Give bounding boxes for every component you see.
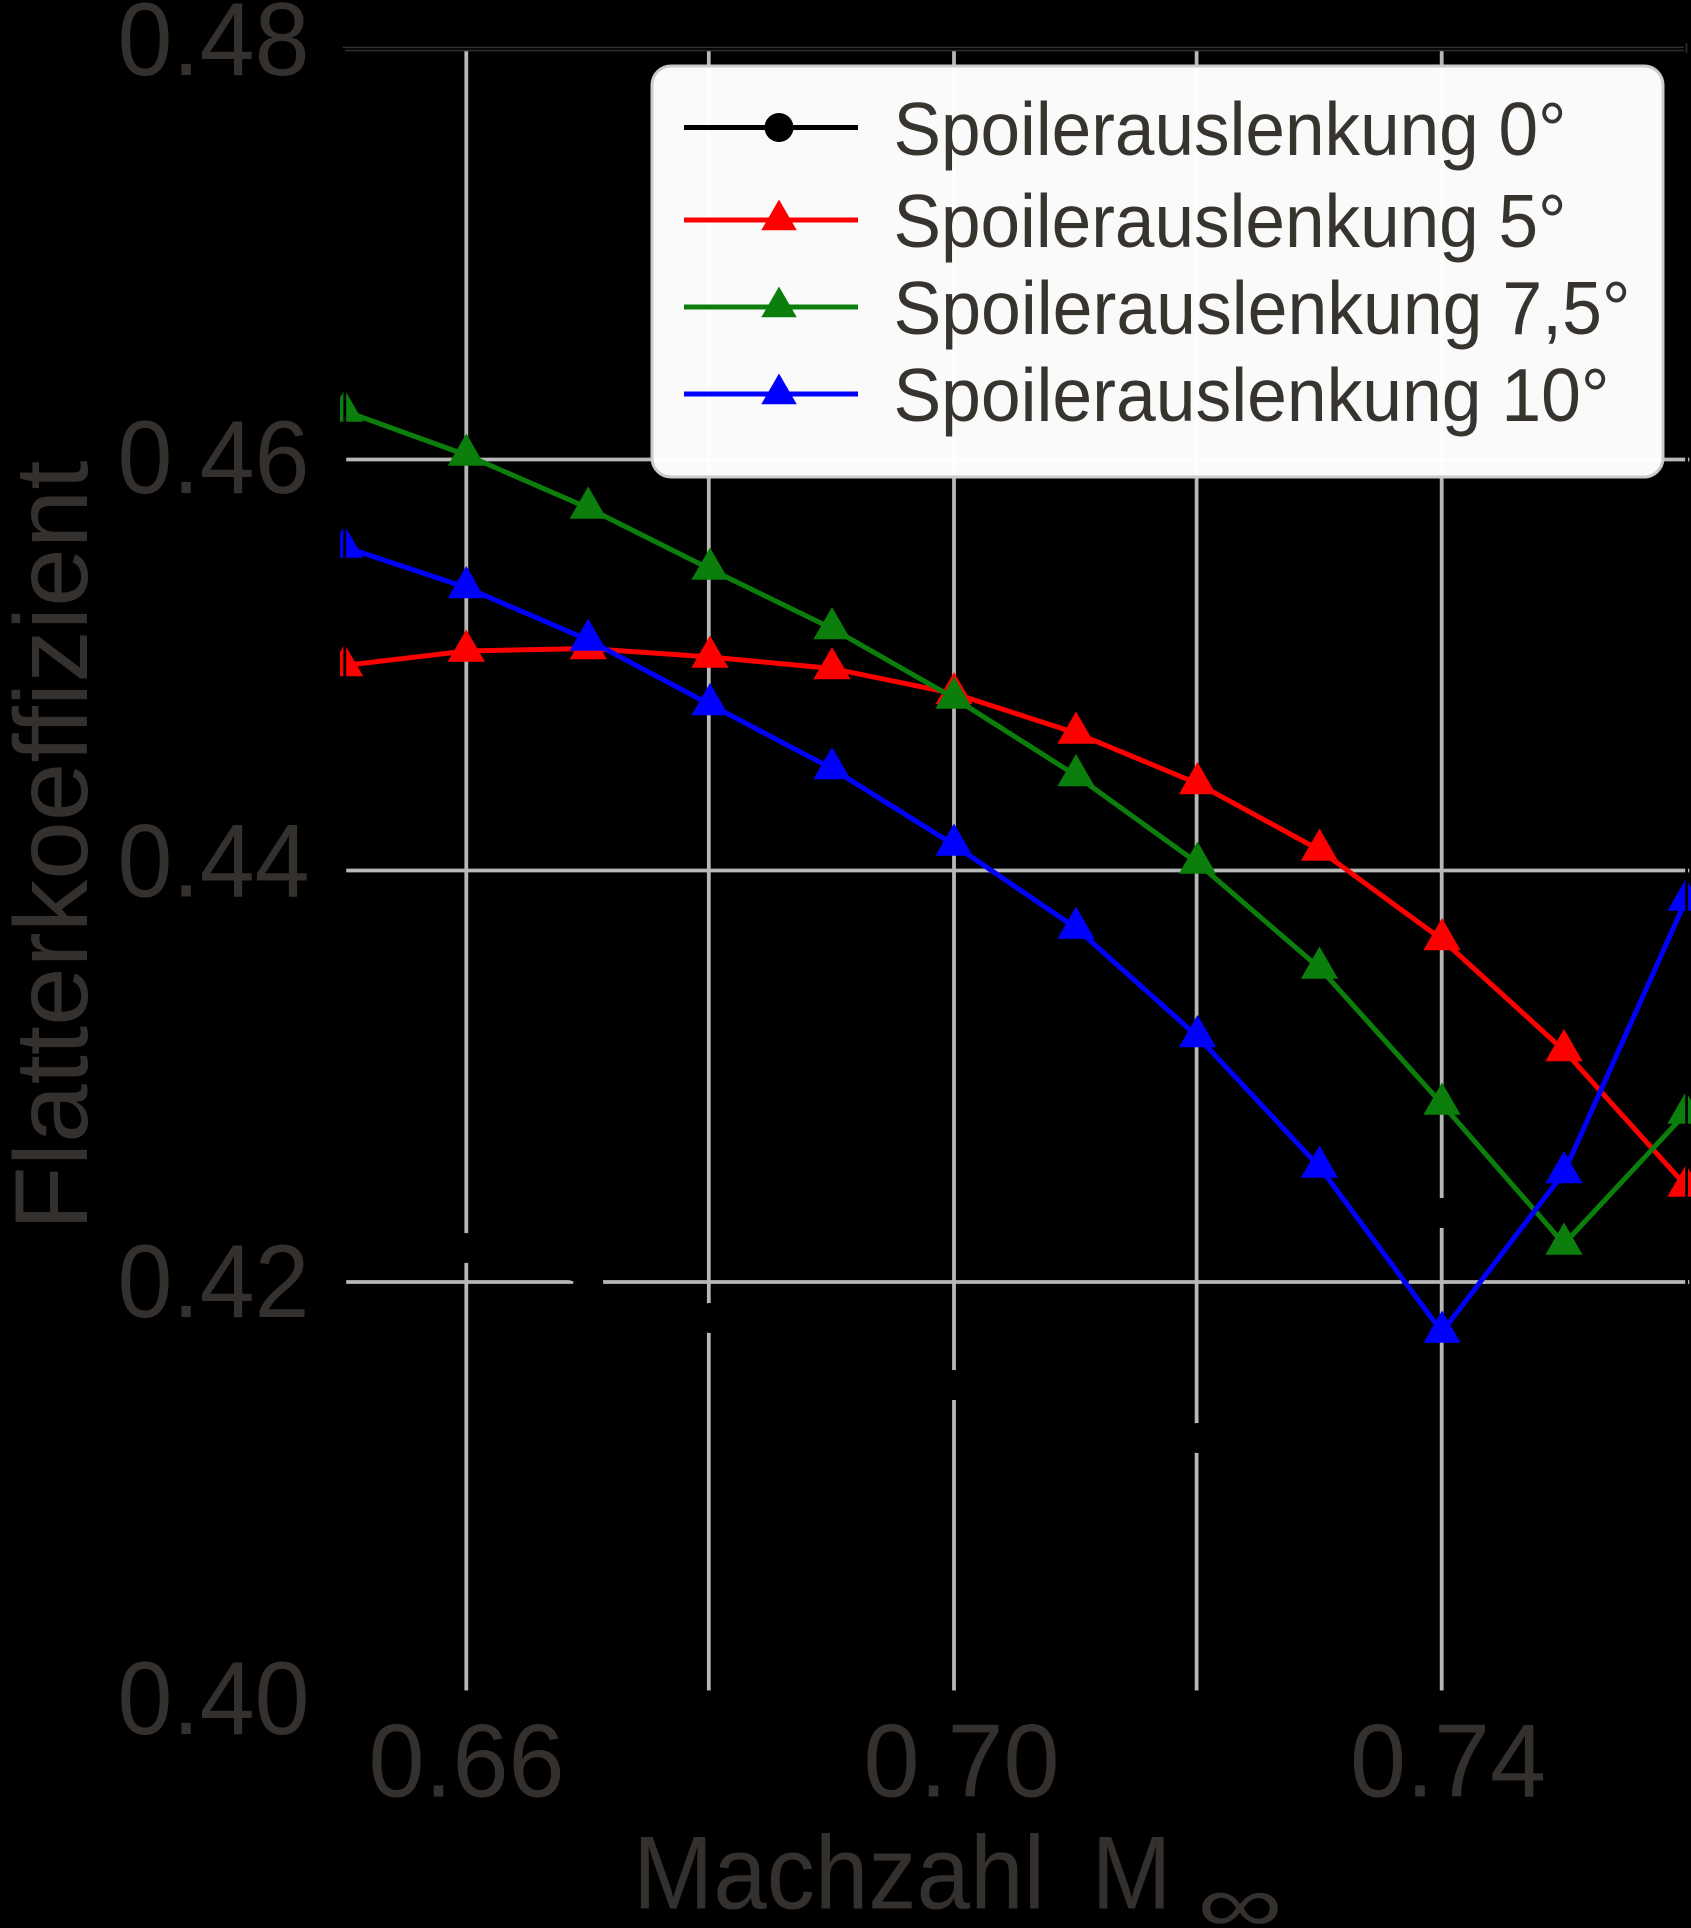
svg-text:Machzahl: Machzahl — [633, 1814, 1045, 1928]
svg-text:Spoilerauslenkung 0°: Spoilerauslenkung 0° — [894, 87, 1567, 171]
svg-text:0.44: 0.44 — [118, 803, 310, 919]
svg-text:Spoilerauslenkung 5°: Spoilerauslenkung 5° — [894, 179, 1567, 263]
svg-text:0.46: 0.46 — [118, 399, 310, 515]
svg-text:0.70: 0.70 — [864, 1702, 1060, 1818]
svg-text:0.42: 0.42 — [118, 1223, 310, 1339]
svg-text:0.74: 0.74 — [1350, 1702, 1546, 1818]
svg-text:M: M — [1092, 1814, 1172, 1928]
svg-text:0.48: 0.48 — [118, 0, 310, 97]
svg-text:∞: ∞ — [1197, 1859, 1283, 1928]
svg-text:Spoilerauslenkung 10°: Spoilerauslenkung 10° — [894, 353, 1610, 437]
svg-text:0.66: 0.66 — [369, 1702, 565, 1818]
svg-text:0.40: 0.40 — [118, 1640, 310, 1756]
svg-text:Flatterkoeffizient: Flatterkoeffizient — [0, 460, 109, 1230]
svg-text:Spoilerauslenkung 7,5°: Spoilerauslenkung 7,5° — [894, 266, 1631, 350]
